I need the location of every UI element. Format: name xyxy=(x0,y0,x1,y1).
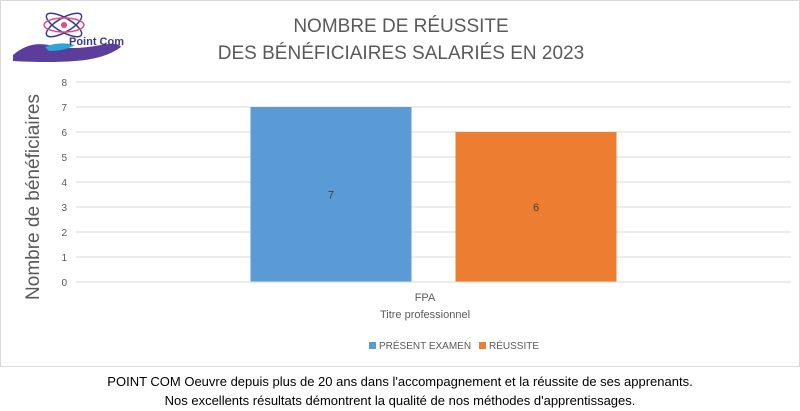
chart-title: NOMBRE DE RÉUSSITE DES BÉNÉFICIAIRES SAL… xyxy=(1,13,800,67)
point-com-logo: Point Com xyxy=(13,12,124,62)
bar-data-label: 6 xyxy=(533,202,539,214)
bar-data-label: 7 xyxy=(328,190,334,202)
legend-label: PRÉSENT EXAMEN xyxy=(379,339,471,352)
wave-icon xyxy=(45,43,75,51)
bars: 76 xyxy=(250,107,617,282)
y-tick-label: 7 xyxy=(61,103,67,114)
gridlines xyxy=(76,81,791,258)
y-axis-label: Nombre de bénéficiaires xyxy=(23,94,44,300)
y-tick-label: 4 xyxy=(61,178,67,189)
caption-line1: POINT COM Oeuvre depuis plus de 20 ans d… xyxy=(107,374,693,389)
y-tick-label: 8 xyxy=(61,78,67,89)
logo-text: Point Com xyxy=(69,36,124,48)
chart-area: Point Com NOMBRE DE RÉUSSITE DES BÉNÉFIC… xyxy=(0,0,800,367)
legend: PRÉSENT EXAMEN RÉUSSITE xyxy=(369,339,539,352)
y-axis-ticks: 0 1 2 3 4 5 6 7 8 xyxy=(61,78,67,289)
y-tick-label: 1 xyxy=(61,253,67,264)
y-tick-label: 3 xyxy=(61,203,67,214)
chart-title-line1: NOMBRE DE RÉUSSITE xyxy=(293,16,509,37)
legend-swatch xyxy=(369,342,376,349)
legend-label: RÉUSSITE xyxy=(489,339,539,352)
x-category-label: FPA xyxy=(415,292,436,304)
y-tick-label: 0 xyxy=(61,278,67,289)
hand-icon xyxy=(13,43,121,62)
atom-icon xyxy=(43,12,85,38)
bar-1 xyxy=(455,132,617,282)
legend-swatch xyxy=(479,342,486,349)
caption-line2: Nos excellents résultats démontrent la q… xyxy=(164,393,636,408)
caption: POINT COM Oeuvre depuis plus de 20 ans d… xyxy=(0,372,800,410)
y-tick-label: 6 xyxy=(61,128,67,139)
chart-title-line2: DES BÉNÉFICIAIRES SALARIÉS EN 2023 xyxy=(217,43,585,64)
bar-0 xyxy=(250,107,412,282)
y-tick-label: 2 xyxy=(61,228,67,239)
x-axis-label: Titre professionnel xyxy=(380,309,470,321)
y-tick-label: 5 xyxy=(61,153,67,164)
